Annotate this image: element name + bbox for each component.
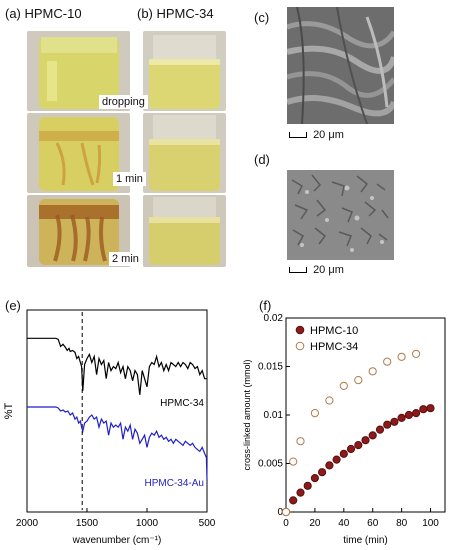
data-point-hpmc-34 [368,367,377,376]
y-tick-label: 0.005 [258,459,283,470]
data-point-hpmc-34 [325,396,334,405]
data-point-hpmc-34 [289,457,298,466]
scalebar-c-label: 20 μm [313,129,344,141]
y-tick-label: 0.015 [258,362,283,373]
data-point-hpmc-10 [397,413,406,423]
series-line-hpmc-34 [27,337,207,395]
ftir-chart: 2000 1500 1000 500 wavenumber (cm⁻¹) %T HPMC-3… [3,309,216,546]
data-point-hpmc-10 [318,468,327,477]
plot-frame [26,309,208,513]
series-label-hpmc-34: HPMC-34 [160,398,204,409]
caption-1min: 1 min [113,172,146,186]
panel-d-label: (d) [254,152,270,167]
photo-hpmc10-1min [27,113,130,193]
data-point-hpmc-10 [375,425,385,434]
data-point-hpmc-10 [412,409,421,418]
photo-hpmc34-dropping [143,31,226,111]
y-tick-label: 0 [277,507,283,518]
crosslink-chart: 0 20 40 60 80 100 0 0.005 0.01 0.015 0.02 time (min… [242,313,446,546]
series-label-hpmc-34-au: HPMC-34-Au [145,478,204,489]
panel-f-label: (f) [259,298,272,313]
sem-image-c [287,7,394,124]
data-point-hpmc-34 [281,507,291,517]
data-point-hpmc-34 [383,357,392,366]
y-axis-label: %T [3,402,15,419]
data-point-hpmc-10 [361,436,370,445]
panel-a-label: (a) HPMC-10 [5,6,82,21]
data-point-hpmc-10 [383,420,392,429]
data-point-hpmc-34 [397,352,406,361]
scalebar-c: 20 μm [289,129,344,141]
x-tick-label: 500 [199,518,216,529]
x-tick-label: 1500 [76,518,99,529]
data-point-hpmc-34 [310,409,320,418]
x-tick-label: 2000 [16,518,39,529]
data-point-hpmc-10 [296,488,305,497]
y-tick-label: 0.01 [264,410,284,421]
data-point-hpmc-10 [289,496,298,505]
y-tick-label: 0.02 [264,313,284,324]
legend-marker-hpmc-10 [295,325,305,335]
data-point-hpmc-34 [339,381,348,391]
data-point-hpmc-10 [426,404,435,413]
data-point-hpmc-10 [346,444,356,454]
panel-c-label: (c) [254,10,270,25]
scalebar-d-label: 20 μm [313,264,344,276]
data-point-hpmc-34 [412,349,421,359]
sem-image-d [287,170,394,260]
legend-label-hpmc-34: HPMC-34 [310,341,358,353]
legend-marker-hpmc-34 [295,341,305,351]
x-tick-label: 60 [367,518,379,529]
scalebar-d: 20 μm [289,264,344,276]
caption-dropping: dropping [99,95,148,109]
photo-hpmc34-2min [143,195,226,267]
caption-2min: 2 min [109,252,142,266]
data-point-hpmc-10 [303,481,312,490]
data-point-hpmc-10 [332,455,341,464]
data-point-hpmc-10 [368,431,377,440]
data-point-hpmc-10 [310,474,320,483]
panel-b-label: (b) HPMC-34 [137,6,214,21]
data-point-hpmc-34 [354,376,363,385]
x-tick-label: 0 [283,518,289,529]
photo-hpmc10-dropping [27,31,130,111]
data-point-hpmc-10 [339,449,348,458]
photo-hpmc34-1min [143,113,226,193]
x-tick-label: 80 [396,518,408,529]
legend-label-hpmc-10: HPMC-10 [310,325,358,337]
data-point-hpmc-10 [354,441,363,450]
data-point-hpmc-10 [325,461,334,470]
x-tick-label: 1000 [136,518,159,529]
x-axis-label: wavenumber (cm⁻¹) [72,535,162,546]
data-point-hpmc-10 [390,417,399,426]
data-point-hpmc-34 [296,437,305,446]
data-point-hpmc-10 [404,410,413,420]
data-point-hpmc-10 [419,405,428,414]
x-tick-label: 40 [338,518,350,529]
panel-e-label: (e) [5,298,21,313]
x-tick-label: 100 [422,518,439,529]
x-axis-label: time (min) [343,535,387,546]
y-axis-label: cross-linked amount (mmol) [242,359,252,470]
x-tick-label: 20 [309,518,321,529]
series-line-hpmc-34-au [27,406,208,480]
